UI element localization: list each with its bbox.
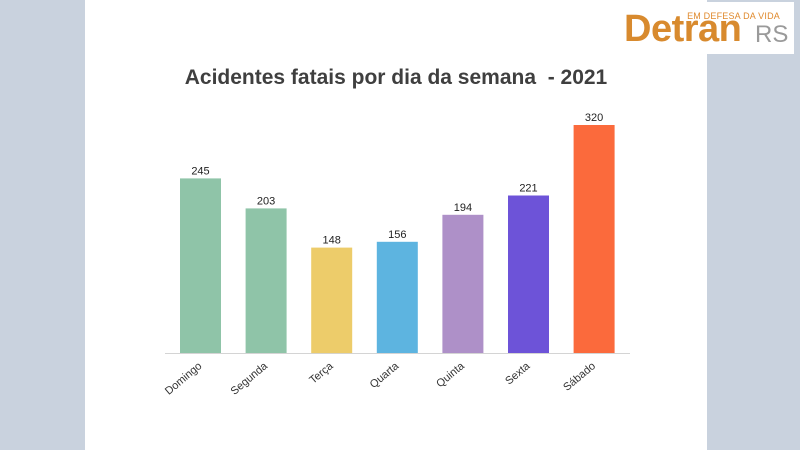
bar-sábado	[573, 125, 615, 353]
value-label: 221	[519, 183, 537, 195]
bar-quarta	[376, 241, 418, 353]
value-label: 245	[191, 165, 209, 177]
value-label: 320	[585, 112, 603, 124]
bar-quinta	[442, 214, 484, 353]
bar-terça	[311, 247, 353, 354]
logo-suffix: RS	[755, 21, 789, 48]
value-label: 194	[454, 202, 472, 214]
bar-domingo	[180, 178, 221, 353]
tick-labels-group: Domingo Segunda Terça Quarta Quinta Sexta Sába…	[163, 360, 598, 398]
value-label: 203	[257, 195, 275, 207]
bar-segunda	[245, 208, 287, 353]
tick-label: Sexta	[503, 360, 533, 388]
tick-label: Sábado	[561, 360, 598, 394]
logo-wordmark: Detran	[624, 8, 742, 50]
detran-rs-logo: EM DEFESA DA VIDA Detran RS	[622, 2, 794, 54]
value-label: 148	[323, 235, 341, 247]
tick-label: Quarta	[368, 360, 402, 391]
value-label: 156	[388, 229, 406, 241]
bars-group	[180, 125, 615, 354]
value-labels-group: 245 203 148 156 194 221 320	[191, 112, 603, 247]
tick-label: Segunda	[229, 360, 271, 398]
logo-tagline: EM DEFESA DA VIDA	[687, 11, 780, 21]
tick-label: Terça	[307, 360, 336, 387]
tick-label: Domingo	[163, 360, 204, 397]
chart-title: Acidentes fatais por dia da semana - 202…	[184, 66, 608, 89]
bar-sexta	[508, 195, 549, 353]
tick-label: Quinta	[434, 360, 467, 391]
